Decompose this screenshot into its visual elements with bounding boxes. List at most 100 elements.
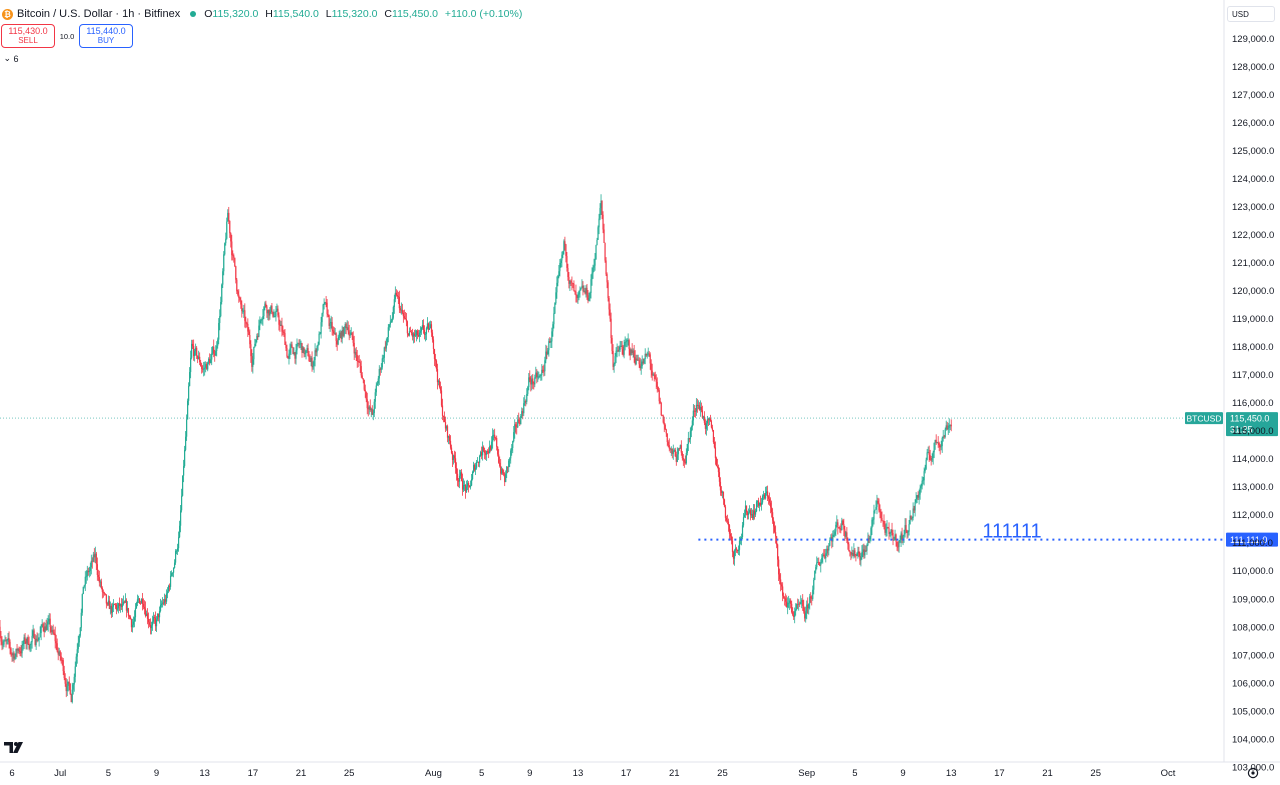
candle-body — [690, 426, 692, 432]
candle-body — [514, 424, 516, 433]
high-value: 115,540.0 — [272, 8, 319, 20]
candle-body — [673, 449, 675, 451]
candle-body — [451, 452, 454, 460]
candle-body — [198, 356, 200, 359]
candle-body — [353, 342, 355, 354]
candle-body — [310, 357, 312, 362]
candle-body — [77, 642, 79, 650]
candle-body — [255, 339, 257, 344]
candle-body — [294, 352, 296, 359]
candle-body — [214, 353, 216, 356]
time-tick-label: 21 — [669, 768, 680, 779]
candle-body — [369, 406, 371, 411]
candle-body — [728, 525, 731, 534]
candle-body — [577, 294, 579, 298]
candle-body — [360, 366, 362, 376]
candle-body — [50, 626, 52, 633]
candle-body — [331, 322, 333, 330]
sell-button[interactable]: 115,430.0 SELL — [1, 24, 55, 48]
candle-body — [98, 577, 100, 583]
candle-body — [946, 425, 948, 430]
candle-body — [185, 436, 187, 450]
candle-body — [493, 434, 495, 436]
candle-body — [74, 666, 76, 677]
candle-body — [942, 436, 944, 439]
last-price-tag — [1226, 412, 1278, 437]
candle-body — [486, 451, 488, 455]
candle-body — [746, 512, 749, 515]
buy-button[interactable]: 115,440.0 BUY — [79, 24, 133, 48]
market-status-dot[interactable] — [190, 11, 197, 17]
candle-body — [420, 327, 423, 332]
candle-body — [788, 602, 790, 604]
candle-body — [364, 389, 366, 392]
currency-selector[interactable]: USD — [1227, 6, 1275, 22]
candle-body — [633, 350, 635, 357]
symbol-title[interactable]: Bitcoin / U.S. Dollar · 1h · Bitfinex — [17, 8, 181, 20]
candle-body — [795, 609, 797, 612]
candle-body — [835, 524, 837, 532]
candle-body — [841, 520, 843, 531]
candle-body — [659, 401, 661, 403]
candle-body — [537, 376, 539, 378]
candle-body — [445, 426, 448, 429]
candle-body — [274, 316, 276, 318]
candle-body — [84, 576, 86, 586]
indicators-toggle[interactable]: ⌄ 6 — [1, 52, 21, 65]
candle-body — [748, 510, 751, 513]
candle-body — [60, 656, 62, 660]
candle-body — [90, 560, 92, 568]
candle-body — [687, 438, 689, 444]
candle-body — [351, 332, 353, 337]
candle-body — [48, 618, 50, 622]
candle-body — [761, 495, 764, 503]
candle-body — [195, 347, 197, 352]
candle-body — [341, 330, 343, 339]
candle-body — [245, 320, 247, 324]
candle-body — [550, 341, 552, 343]
candle-body — [507, 466, 509, 468]
candle-body — [948, 425, 950, 428]
candle-body — [792, 612, 794, 615]
candle-body — [300, 343, 302, 344]
candle-body — [340, 332, 342, 339]
candle-body — [436, 369, 439, 383]
candle-body — [867, 538, 869, 545]
candle-body — [45, 626, 47, 630]
candle-body — [19, 651, 21, 652]
candle-body — [521, 411, 523, 416]
candle-body — [944, 429, 946, 438]
candle-body — [772, 512, 774, 521]
candle-body — [258, 325, 260, 337]
tradingview-logo-icon[interactable] — [4, 742, 26, 754]
time-axis[interactable]: 6 Jul 5 9 13 17 21 25 Aug 5 9 13 17 21 25 Sep 5 9 13 17 21 25… — [0, 761, 1280, 779]
candle-body — [623, 346, 625, 355]
price-axis[interactable]: 130,000.0129,000.0128,000.0127,000.0126,… — [1223, 0, 1274, 773]
candle-body — [355, 351, 357, 355]
time-tick-label: 13 — [946, 768, 957, 779]
candle-body — [130, 619, 133, 628]
candle-body — [729, 533, 732, 537]
time-tick-label: 13 — [573, 768, 584, 779]
candle-body — [172, 567, 175, 573]
candle-body — [481, 452, 483, 456]
candle-body — [62, 660, 64, 672]
time-tick-label: 25 — [344, 768, 355, 779]
candle-body — [166, 591, 169, 594]
candle-body — [936, 442, 938, 444]
candle-body — [597, 227, 599, 240]
candle-body — [797, 604, 799, 605]
candle-body — [873, 510, 875, 520]
candle-body — [794, 611, 796, 617]
candle-body — [584, 290, 586, 294]
time-tick-label: 9 — [900, 768, 905, 779]
candle-body — [344, 324, 346, 328]
candle-body — [220, 301, 222, 317]
gear-icon[interactable] — [1246, 766, 1260, 780]
candle-body — [117, 603, 120, 609]
candle-body — [111, 606, 113, 613]
candle-body — [675, 456, 677, 462]
candle-body — [88, 570, 90, 573]
candle-body — [505, 473, 507, 483]
